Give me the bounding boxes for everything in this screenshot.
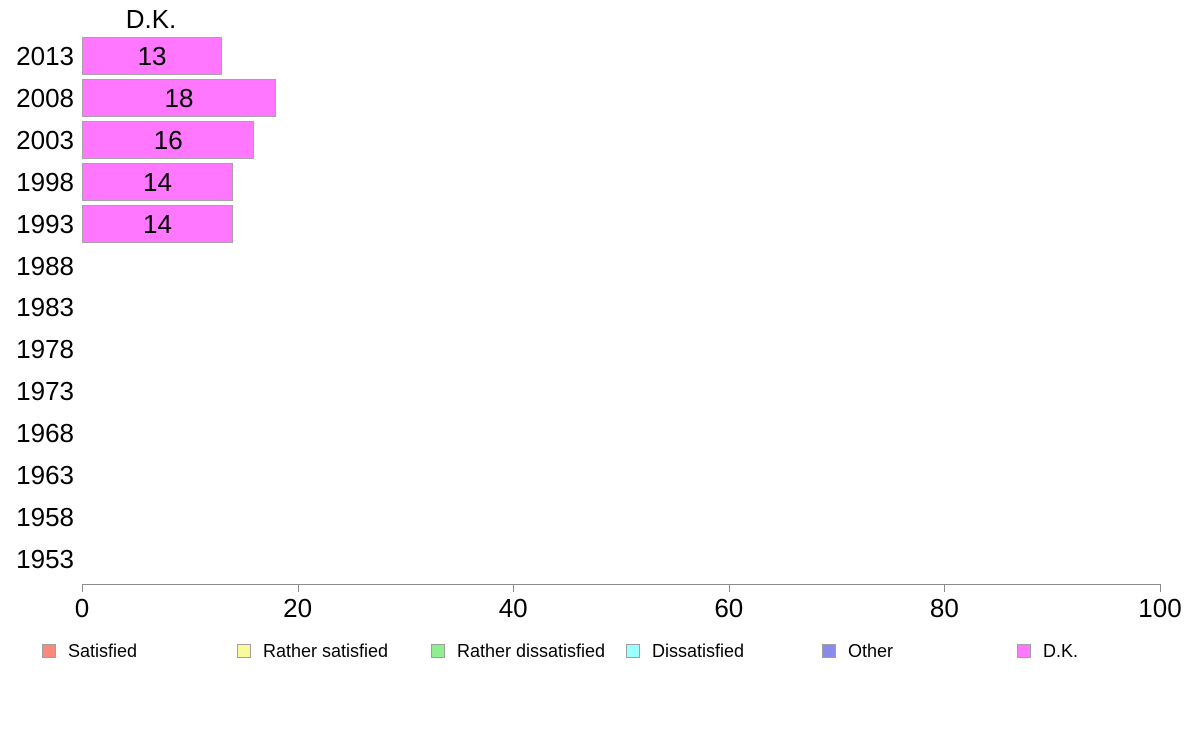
x-axis-tick-label: 0 [74,593,90,623]
legend-swatch-icon [237,644,251,658]
bar: 14 [82,204,233,243]
y-axis-label: 1993 [16,208,74,239]
legend-label: Rather satisfied [263,640,389,661]
bar-value-label: 14 [142,166,172,197]
legend-item: Rather satisfied [237,638,388,664]
y-axis-label: 2003 [16,124,74,155]
bar: 13 [82,37,223,75]
y-axis-label: 1968 [16,418,74,449]
x-axis-tick [728,584,730,592]
x-axis-tick-label: 80 [929,593,959,623]
legend-swatch-icon [431,644,445,658]
y-axis-label: 1983 [16,292,74,323]
legend-item: Dissatisfied [626,638,744,664]
x-axis-tick [944,584,946,592]
legend-swatch-icon [1017,644,1031,658]
y-axis-label: 1978 [16,334,74,365]
legend-item: Rather dissatisfied [431,638,605,664]
bar: 18 [82,78,277,117]
bar-value-label: 14 [142,208,172,239]
legend-swatch-icon [822,644,836,658]
legend-swatch-icon [626,644,640,658]
bar: 16 [82,120,255,159]
y-axis-label: 2008 [16,82,74,113]
legend-swatch-icon [42,644,56,658]
x-axis-tick-label: 40 [498,593,528,623]
legend-label: D.K. [1043,640,1079,661]
legend-label: Dissatisfied [652,640,745,661]
y-axis-label: 1963 [16,460,74,490]
bar: 14 [82,162,233,201]
y-axis-label: 1998 [16,166,74,197]
legend-item: Satisfied [42,638,137,664]
x-axis-tick [513,584,515,592]
x-axis-tick [1160,584,1161,592]
y-axis-label: 1953 [16,543,74,574]
y-axis-label: 1988 [16,250,74,281]
x-axis-line [82,584,1161,585]
legend-label: Satisfied [68,640,138,661]
x-axis-tick-label: 20 [283,593,313,623]
legend-label: Rather dissatisfied [457,640,606,661]
x-axis-tick [297,584,299,592]
legend-item: Other [822,638,893,664]
x-axis-tick-label: 60 [714,593,744,623]
bar-value-label: 18 [164,82,194,113]
y-axis-label: 1958 [16,501,74,532]
legend-item: D.K. [1017,638,1078,664]
y-axis-label: 2013 [16,41,74,71]
y-axis-label: 1973 [16,376,74,407]
bar-value-label: 13 [137,41,167,71]
x-axis-tick-label: 100 [1138,593,1182,623]
bar-value-label: 16 [153,124,183,155]
x-axis-tick [82,584,83,592]
chart-title: D.K. [125,4,177,34]
legend-label: Other [848,640,894,661]
